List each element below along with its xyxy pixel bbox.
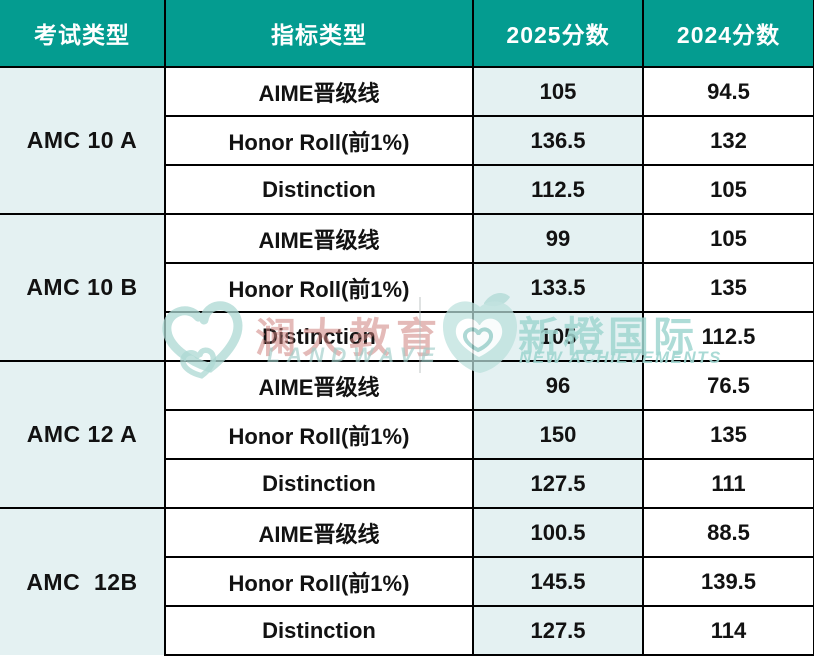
indicator-cell: Distinction: [164, 605, 474, 656]
exam-type-cell-amc12a: AMC 12 A: [0, 360, 166, 509]
score-2024-cell: 135: [642, 409, 814, 460]
table-row: Distinction 127.5 114: [0, 605, 814, 656]
header-exam-type: 考试类型: [0, 0, 166, 68]
score-2025-cell: 145.5: [472, 556, 644, 607]
table-row: AMC 12 A AIME晋级线 96 76.5: [0, 360, 814, 509]
header-score-2025: 2025分数: [472, 0, 644, 68]
indicator-cell: AIME晋级线: [164, 360, 474, 411]
exam-type-cell-amc12b: AMC 12B: [0, 507, 166, 655]
indicator-cell: Honor Roll(前1%): [164, 115, 474, 166]
score-2024-cell: 94.5: [642, 66, 814, 117]
table-row: Honor Roll(前1%) 136.5 132: [0, 115, 814, 166]
score-2025-cell: 100.5: [472, 507, 644, 558]
score-2024-cell: 139.5: [642, 556, 814, 607]
score-2025-cell: 112.5: [472, 164, 644, 215]
score-2025-cell: 96: [472, 360, 644, 411]
exam-type-cell-amc10a: AMC 10 A: [0, 66, 166, 215]
indicator-cell: AIME晋级线: [164, 66, 474, 117]
table-row: AMC 10 B AIME晋级线 99 105: [0, 213, 814, 362]
score-2024-cell: 132: [642, 115, 814, 166]
score-2024-cell: 88.5: [642, 507, 814, 558]
score-2024-cell: 112.5: [642, 311, 814, 362]
score-2025-cell: 136.5: [472, 115, 644, 166]
score-2024-cell: 105: [642, 213, 814, 264]
table-row: Honor Roll(前1%) 150 135: [0, 409, 814, 460]
indicator-cell: Distinction: [164, 458, 474, 509]
score-2024-cell: 76.5: [642, 360, 814, 411]
indicator-cell: Honor Roll(前1%): [164, 262, 474, 313]
score-2025-cell: 99: [472, 213, 644, 264]
score-2024-cell: 111: [642, 458, 814, 509]
indicator-cell: AIME晋级线: [164, 507, 474, 558]
score-2025-cell: 105: [472, 311, 644, 362]
indicator-cell: Distinction: [164, 311, 474, 362]
indicator-cell: Honor Roll(前1%): [164, 409, 474, 460]
exam-type-cell-amc10b: AMC 10 B: [0, 213, 166, 362]
score-2024-cell: 135: [642, 262, 814, 313]
indicator-cell: Honor Roll(前1%): [164, 556, 474, 607]
table-row: Distinction 112.5 105: [0, 164, 814, 215]
table-row: AMC 12B AIME晋级线 100.5 88.5: [0, 507, 814, 655]
indicator-cell: AIME晋级线: [164, 213, 474, 264]
score-2025-cell: 133.5: [472, 262, 644, 313]
indicator-cell: Distinction: [164, 164, 474, 215]
table-row: Distinction 127.5 111: [0, 458, 814, 509]
score-2025-cell: 127.5: [472, 605, 644, 656]
score-2025-cell: 105: [472, 66, 644, 117]
table-row: Honor Roll(前1%) 133.5 135: [0, 262, 814, 313]
score-2025-cell: 150: [472, 409, 644, 460]
score-2024-cell: 105: [642, 164, 814, 215]
score-2024-cell: 114: [642, 605, 814, 656]
header-row: 考试类型 指标类型 2025分数 2024分数: [0, 0, 814, 68]
table-row: Honor Roll(前1%) 145.5 139.5: [0, 556, 814, 607]
header-indicator-type: 指标类型: [164, 0, 474, 68]
header-score-2024: 2024分数: [642, 0, 814, 68]
table-row: AMC 10 A AIME晋级线 105 94.5: [0, 66, 814, 215]
score-2025-cell: 127.5: [472, 458, 644, 509]
